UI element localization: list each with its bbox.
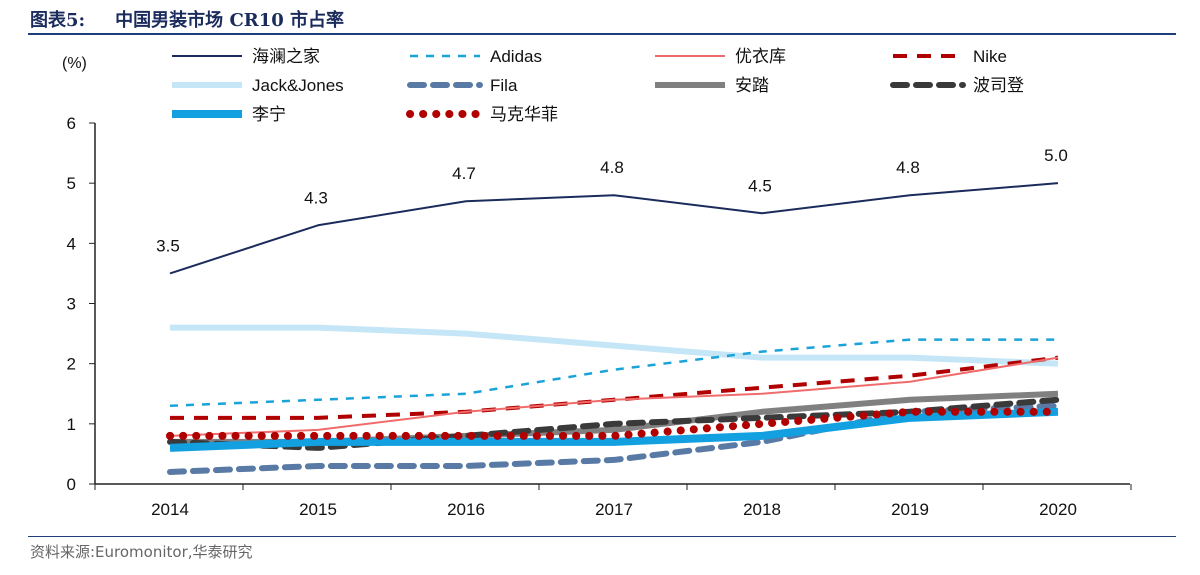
legend-label: 海澜之家 [252,47,320,66]
legend-label: 波司登 [973,76,1024,95]
legend-label: Jack&Jones [252,76,344,95]
y-tick-label: 2 [67,355,76,374]
divider-bottom [28,536,1176,537]
y-tick-label: 4 [67,234,76,253]
series-line-海澜之家 [169,182,1059,275]
divider-top [28,33,1176,35]
y-axis-unit: (%) [62,55,87,72]
legend-label: Nike [973,47,1007,66]
legend-label: 优衣库 [735,47,786,66]
legend-label: 安踏 [735,76,769,95]
x-tick-label: 2019 [891,500,929,519]
legend-label: 李宁 [252,105,286,124]
figure-number: 图表5: [30,10,86,31]
x-tick-label: 2017 [595,500,633,519]
data-label: 4.8 [896,158,920,177]
figure-title-text: 中国男装市场 CR10 市占率 [115,10,345,31]
series-line-Adidas [169,338,1058,408]
legend-label: Fila [490,76,518,95]
line-chart: 0 1 2 3 4 5 6 2014 2015 2016 2017 2018 2019 2020 (%) 3.… [62,47,1132,519]
figure-title: 图表5: 中国男装市场 CR10 市占率 [30,6,374,32]
data-label: 4.5 [748,176,772,195]
x-tick-label: 2016 [447,500,485,519]
y-tick-label: 1 [67,415,76,434]
series-line-马克华菲 [166,407,1062,440]
x-tick-label: 2020 [1039,500,1077,519]
x-tick-label: 2015 [299,500,337,519]
source-note: 资料来源:Euromonitor,华泰研究 [30,543,253,561]
data-label: 4.3 [304,188,328,207]
series-line-波司登 [167,396,1061,451]
x-tick-label: 2014 [151,500,189,519]
data-label: 5.0 [1044,146,1068,165]
y-tick-label: 0 [67,475,76,494]
legend-label: 马克华菲 [490,105,558,124]
series-line-优衣库 [169,356,1059,437]
series-line-Jack&Jones [170,324,1059,367]
y-tick-label: 6 [67,114,76,133]
series-line-李宁 [169,407,1059,452]
y-tick-label: 3 [67,295,76,314]
data-label: 3.5 [156,236,180,255]
y-tick-label: 5 [67,174,76,193]
data-label: 4.8 [600,158,624,177]
data-label: 4.7 [452,164,476,183]
legend-label: Adidas [490,47,542,66]
x-tick-label: 2018 [743,500,781,519]
